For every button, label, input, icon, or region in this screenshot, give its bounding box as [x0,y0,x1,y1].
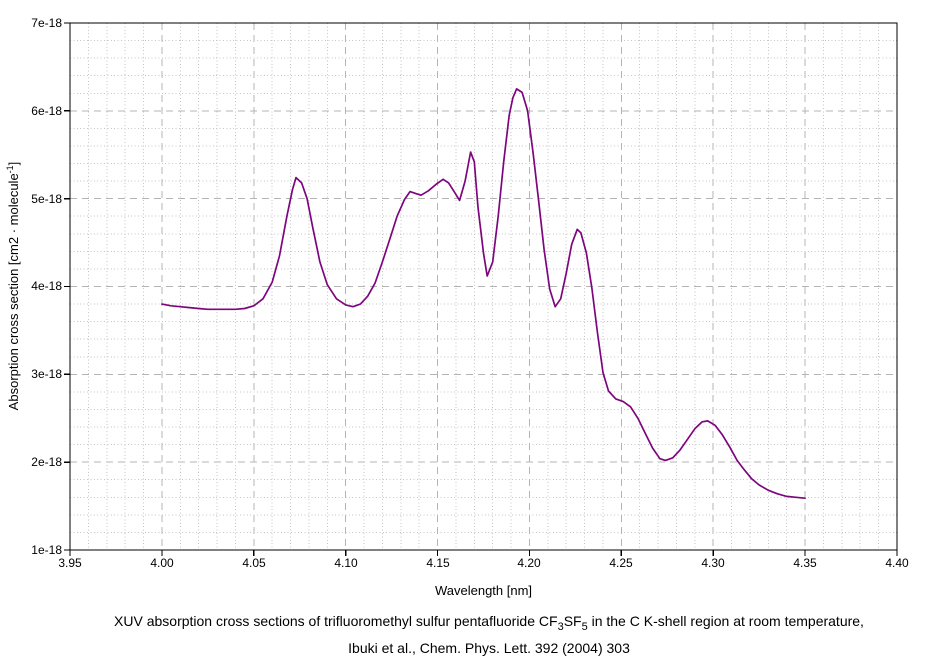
y-tick-label: 3e-18 [31,367,62,381]
caption-line-2: Ibuki et al., Chem. Phys. Lett. 392 (200… [348,639,630,656]
x-tick-label: 4.35 [793,556,817,570]
x-tick-label: 4.40 [885,556,909,570]
x-tick-label: 4.15 [426,556,450,570]
y-axis-title: Absorption cross section [cm2 · molecule… [4,161,22,411]
x-tick-label: 3.95 [58,556,82,570]
y-tick-label: 5e-18 [31,192,62,206]
y-tick-label: 4e-18 [31,279,62,293]
caption: XUV absorption cross sections of trifluo… [34,611,944,659]
x-tick-label: 4.05 [242,556,266,570]
y-tick-label: 7e-18 [31,16,62,30]
caption-line-1: XUV absorption cross sections of trifluo… [114,613,864,633]
y-tick-label: 2e-18 [31,455,62,469]
x-tick-label: 4.00 [150,556,174,570]
spectrum-curve [161,88,806,500]
x-axis-title: Wavelength [nm] [434,583,533,598]
x-tick-label: 4.25 [609,556,633,570]
x-tick-label: 4.30 [701,556,725,570]
x-tick-label: 4.20 [517,556,541,570]
y-tick-label: 6e-18 [31,104,62,118]
x-tick-label: 4.10 [334,556,358,570]
y-tick-label: 1e-18 [31,543,62,557]
